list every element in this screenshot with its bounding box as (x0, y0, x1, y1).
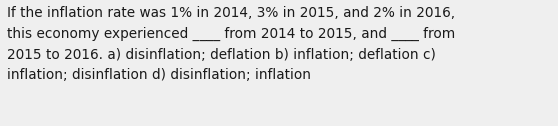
Text: If the inflation rate was 1% in 2014, 3% in 2015, and 2% in 2016,
this economy e: If the inflation rate was 1% in 2014, 3%… (7, 6, 455, 82)
